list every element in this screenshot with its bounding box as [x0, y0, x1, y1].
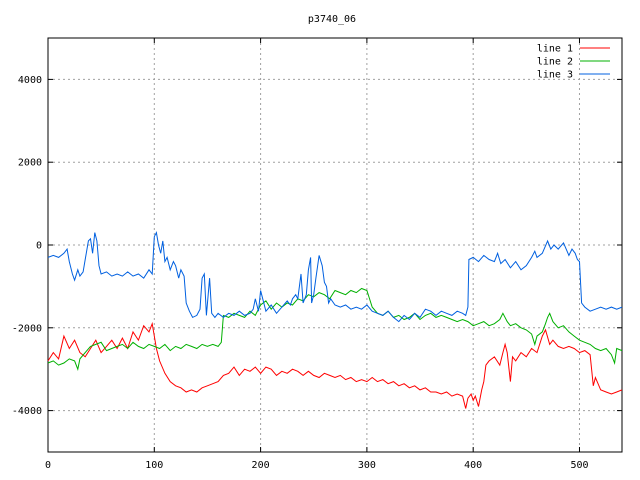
legend: line 1 line 2 line 3	[537, 44, 610, 81]
y-tick-label: 0	[36, 241, 42, 252]
legend-label-1: line 1	[537, 44, 573, 55]
series-line-2	[47, 287, 623, 371]
legend-label-3: line 3	[537, 70, 573, 81]
x-tick-label: 300	[358, 460, 376, 471]
y-tick-label: 4000	[18, 75, 42, 86]
x-tick-label: 0	[45, 460, 51, 471]
axes: 0 100 200 300 400 500 -4000 -2000 0 2000 4000	[12, 37, 623, 471]
series-line-1	[47, 321, 623, 409]
series-line-3	[47, 231, 623, 323]
chart-title: p3740_06	[308, 14, 356, 25]
x-tick-label: 500	[570, 460, 588, 471]
y-tick-label: -4000	[12, 406, 42, 417]
x-tick-label: 400	[464, 460, 482, 471]
legend-label-2: line 2	[537, 57, 573, 68]
y-tick-label: 2000	[18, 158, 42, 169]
grid-lines	[48, 38, 622, 452]
x-tick-label: 100	[145, 460, 163, 471]
x-tick-label: 200	[252, 460, 270, 471]
y-tick-label: -2000	[12, 323, 42, 334]
series-lines	[47, 231, 623, 409]
